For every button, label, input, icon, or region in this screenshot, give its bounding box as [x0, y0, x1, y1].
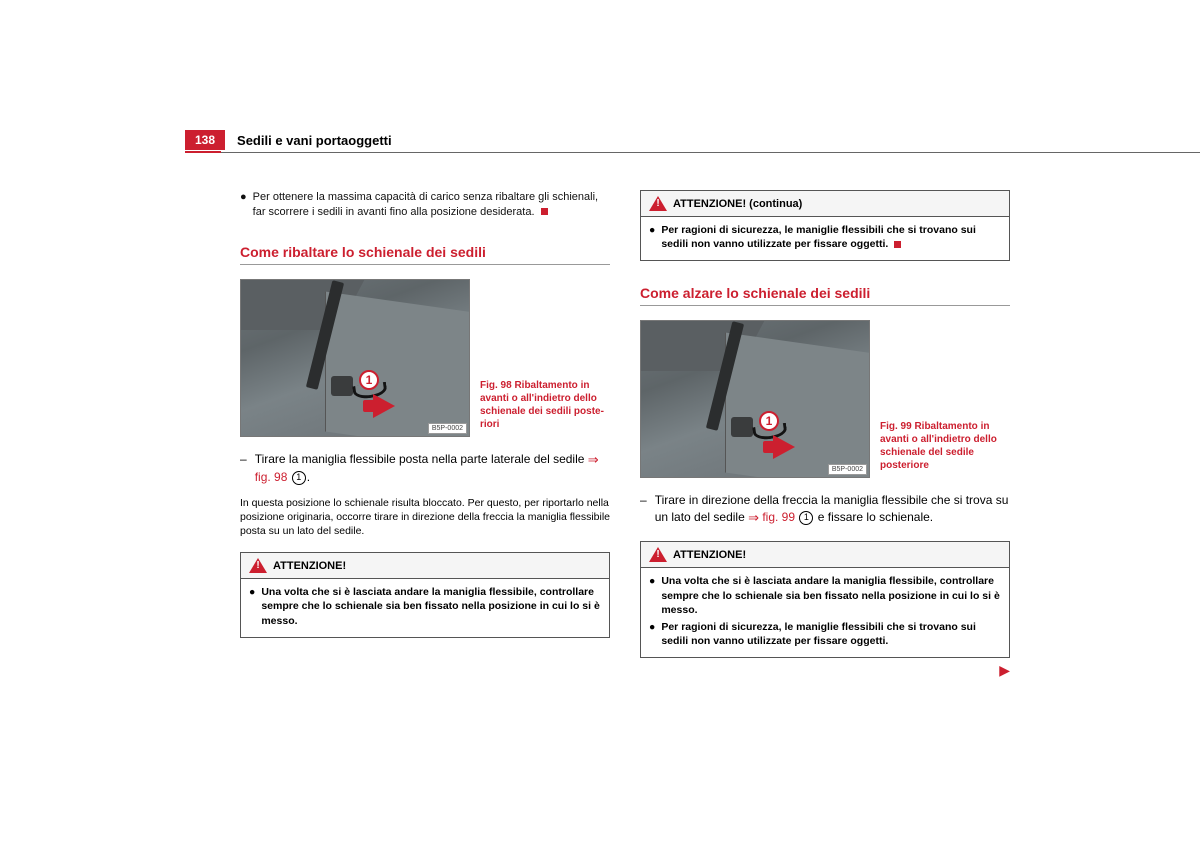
content-columns: ● Per ottenere la massima capacità di ca… — [240, 190, 1010, 679]
warning-box-right: ATTENZIONE! ● Una volta che si è lasciat… — [640, 541, 1010, 658]
seat-panel-shape — [725, 333, 870, 479]
end-marker-icon — [541, 208, 548, 215]
figure-98-image: 1 B5P-0002 — [240, 279, 470, 437]
warning-body-cont: ● Per ragioni di sicurezza, le maniglie … — [641, 217, 1009, 260]
warning-title-cont: ATTENZIONE! (continua) — [673, 198, 802, 210]
callout-circle-1: 1 — [359, 370, 379, 390]
buckle-shape — [731, 417, 753, 437]
step-text-b: e fissare lo schienale. — [814, 510, 933, 524]
subheading-rule — [240, 264, 610, 265]
subheading-rule — [640, 305, 1010, 306]
warning-triangle-icon — [649, 547, 667, 562]
step-text-a: Tirare la maniglia flessibile posta nell… — [255, 452, 588, 466]
warning-text-1: Una volta che si è lasciata andare la ma… — [261, 585, 601, 628]
section-title: Sedili e vani portaoggetti — [237, 133, 392, 150]
continue-arrow-icon: ▶ — [999, 662, 1010, 679]
fig-ref-label: fig. 99 — [762, 510, 795, 524]
intro-bullet: ● Per ottenere la massima capacità di ca… — [240, 190, 610, 220]
seat-panel-shape — [325, 291, 470, 437]
bullet-dot: ● — [249, 585, 255, 628]
figure-99-block: 1 B5P-0002 Fig. 99 Ribaltamento in avant… — [640, 320, 1010, 478]
page-number-badge: 138 — [185, 130, 225, 150]
direction-arrow-icon — [773, 435, 795, 459]
warning-box-continued: ATTENZIONE! (continua) ● Per ragioni di … — [640, 190, 1010, 261]
bullet-dot: ● — [240, 190, 247, 220]
warning-triangle-icon — [649, 196, 667, 211]
page-header: 138 Sedili e vani portaoggetti — [185, 130, 1080, 150]
warning-text-1: Una volta che si è lasciata andare la ma… — [661, 574, 1001, 617]
figure-98-block: 1 B5P-0002 Fig. 98 Ribaltamento in avant… — [240, 279, 610, 437]
header-rule — [185, 152, 1200, 153]
warning-body: ● Una volta che si è lasciata andare la … — [641, 568, 1009, 657]
warning-text-2: Per ragioni di sicurezza, le maniglie fl… — [661, 620, 1001, 648]
figure-98-caption: Fig. 98 Ribaltamento in avanti o all'ind… — [480, 279, 610, 437]
end-marker-icon — [894, 241, 901, 248]
header-rule-accent — [185, 151, 221, 153]
warning-title: ATTENZIONE! — [673, 549, 746, 561]
left-column: ● Per ottenere la massima capacità di ca… — [240, 190, 610, 679]
inline-callout-1: 1 — [292, 471, 306, 485]
fig-ref-label: fig. 98 — [255, 470, 288, 484]
warning-cont-text: Per ragioni di sicurezza, le maniglie fl… — [661, 224, 976, 250]
bullet-dot: ● — [649, 574, 655, 617]
step-dash: – — [640, 492, 647, 527]
image-code-label: B5P-0002 — [428, 423, 467, 434]
fig-ref: ⇒ fig. 99 — [748, 510, 795, 524]
warning-header-cont: ATTENZIONE! (continua) — [641, 191, 1009, 217]
inline-callout-1: 1 — [799, 511, 813, 525]
bullet-dot: ● — [649, 620, 655, 648]
figure-99-image: 1 B5P-0002 — [640, 320, 870, 478]
warning-title: ATTENZIONE! — [273, 560, 346, 572]
warning-body: ● Una volta che si è lasciata andare la … — [241, 579, 609, 637]
step-text: Tirare la maniglia flessibile posta nell… — [255, 451, 610, 486]
figure-99-caption: Fig. 99 Ribaltamento in avanti o all'ind… — [880, 320, 1010, 478]
bullet-dot: ● — [649, 223, 655, 251]
warning-header: ATTENZIONE! — [641, 542, 1009, 568]
right-column: ATTENZIONE! (continua) ● Per ragioni di … — [640, 190, 1010, 679]
step-text: Tirare in direzione della freccia la man… — [655, 492, 1010, 527]
warning-box-left: ATTENZIONE! ● Una volta che si è lasciat… — [240, 552, 610, 638]
subheading-raise: Come alzare lo schienale dei sedili — [640, 285, 1010, 301]
warning-triangle-icon — [249, 558, 267, 573]
explanatory-paragraph: In questa posizione lo schienale risulta… — [240, 496, 610, 539]
subheading-fold: Come ribaltare lo schienale dei sedili — [240, 244, 610, 260]
image-code-label: B5P-0002 — [828, 464, 867, 475]
direction-arrow-icon — [373, 394, 395, 418]
step-dash: – — [240, 451, 247, 486]
step-1-left: – Tirare la maniglia flessibile posta ne… — [240, 451, 610, 486]
buckle-shape — [331, 376, 353, 396]
manual-page: 138 Sedili e vani portaoggetti ● Per ott… — [0, 0, 1200, 848]
warning-header: ATTENZIONE! — [241, 553, 609, 579]
step-1-right: – Tirare in direzione della freccia la m… — [640, 492, 1010, 527]
